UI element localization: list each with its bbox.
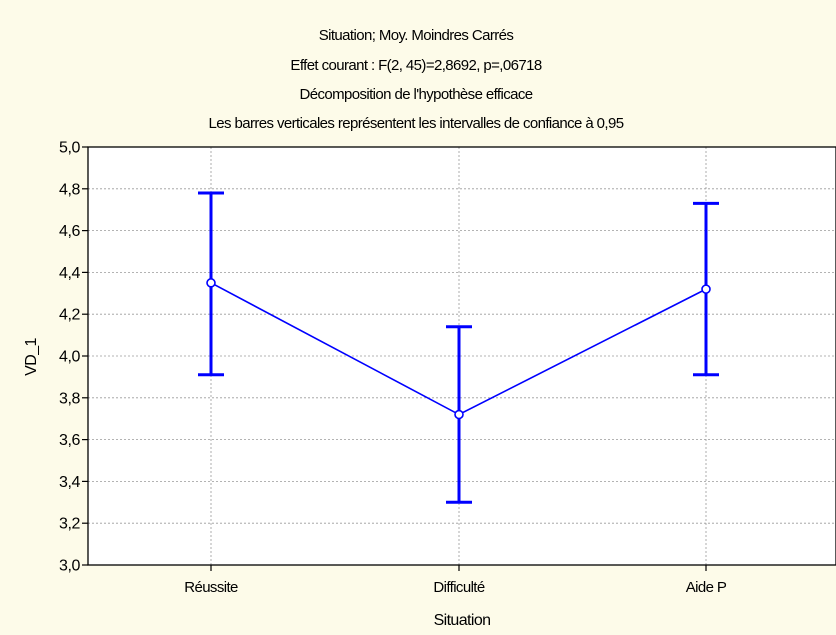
y-tick-label: 3,8 bbox=[59, 390, 81, 407]
data-point bbox=[701, 284, 711, 294]
x-axis-ticks: Réussite Difficulté Aide P bbox=[184, 565, 727, 596]
x-tick-label: Difficulté bbox=[433, 579, 485, 596]
y-tick-label: 4,2 bbox=[59, 307, 81, 324]
x-tick-label: Réussite bbox=[184, 579, 238, 596]
series-layer bbox=[198, 191, 719, 504]
y-tick-label: 4,0 bbox=[59, 349, 81, 366]
data-point bbox=[206, 278, 216, 288]
y-tick-label: 4,6 bbox=[59, 223, 81, 240]
y-tick-label: 5,0 bbox=[59, 140, 81, 157]
title-line-4: Les barres verticales représentent les i… bbox=[209, 115, 624, 132]
y-tick-label: 3,4 bbox=[59, 474, 81, 491]
title-line-2: Effet courant : F(2, 45)=2,8692, p=,0671… bbox=[290, 57, 541, 74]
x-tick-label: Aide P bbox=[686, 579, 727, 596]
y-tick-label: 3,6 bbox=[59, 432, 81, 449]
data-point bbox=[454, 409, 464, 420]
y-axis-label: VD_1 bbox=[23, 337, 40, 375]
y-axis-ticks: 3,0 3,2 3,4 3,6 3,8 4,0 4,2 4,4 4,6 4,8 5,0 bbox=[59, 140, 88, 575]
x-axis-label: Situation bbox=[434, 612, 491, 629]
title-line-1: Situation; Moy. Moindres Carrés bbox=[319, 27, 514, 44]
title-line-3: Décomposition de l'hypothèse efficace bbox=[299, 86, 532, 103]
y-tick-label: 4,4 bbox=[59, 265, 81, 282]
chart-title: Situation; Moy. Moindres Carrés Effet co… bbox=[209, 27, 625, 132]
y-tick-label: 3,0 bbox=[59, 558, 81, 575]
y-tick-label: 3,2 bbox=[59, 516, 81, 533]
y-tick-label: 4,8 bbox=[59, 181, 81, 198]
